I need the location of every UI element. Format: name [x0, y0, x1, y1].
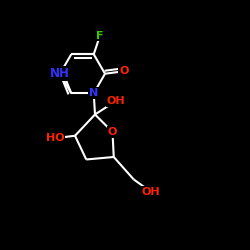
- Text: OH: OH: [142, 187, 161, 197]
- Text: O: O: [59, 70, 69, 80]
- Text: O: O: [108, 127, 117, 137]
- Text: HO: HO: [46, 133, 64, 143]
- Text: N: N: [89, 88, 99, 98]
- Text: F: F: [96, 30, 104, 40]
- Text: OH: OH: [107, 96, 126, 106]
- Text: O: O: [119, 66, 128, 76]
- Text: NH: NH: [50, 67, 70, 80]
